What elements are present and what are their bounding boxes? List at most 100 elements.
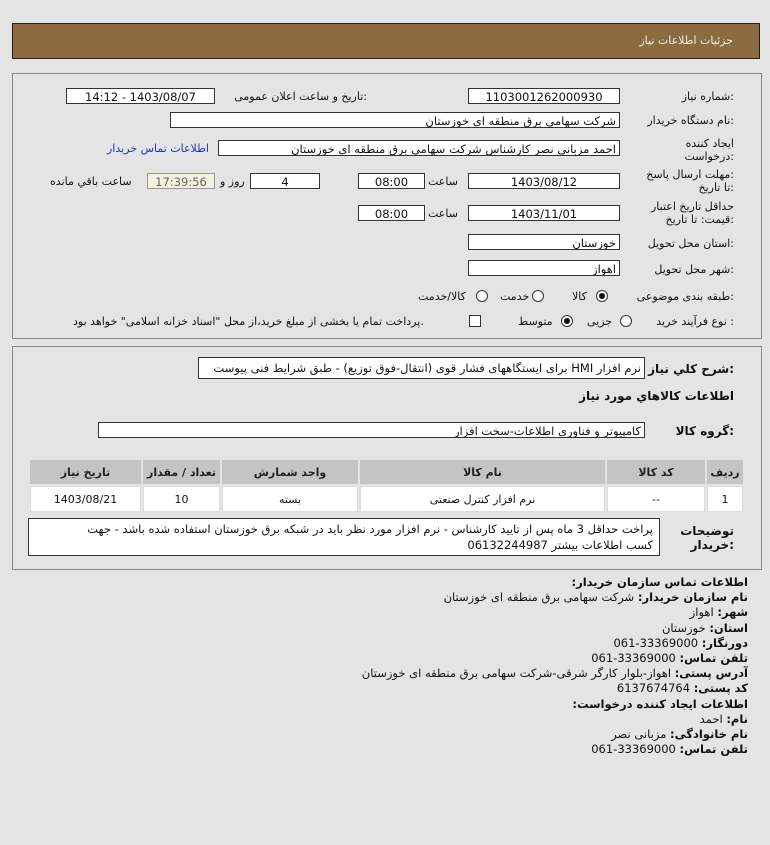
table-header-row: ردیف کد کالا نام کالا واحد شمارش تعداد /… bbox=[30, 460, 743, 484]
need-number-label: شماره نیاز: bbox=[681, 90, 734, 103]
page-header: جزئیات اطلاعات نیاز bbox=[12, 23, 760, 59]
goods-section-title: اطلاعات کالاهاي مورد نیاز bbox=[579, 389, 734, 403]
contact-key: دورنگار: bbox=[701, 635, 748, 650]
col-code: کد کالا bbox=[607, 460, 705, 484]
deadline-time-field: 08:00 bbox=[358, 173, 425, 189]
announce-field: 1403/08/07 - 14:12 bbox=[66, 88, 215, 104]
contact-province: استان: خوزستان bbox=[362, 621, 748, 636]
treasury-payment-label: پرداخت تمام یا بخشی از مبلغ خرید،از محل … bbox=[73, 315, 424, 328]
description-label: شرح کلي نیاز: bbox=[648, 362, 734, 376]
notes-line1: پراخت حداقل 3 ماه پس از تایید کارشناس - … bbox=[87, 522, 653, 536]
deadline-label-line1: مهلت ارسال پاسخ: bbox=[646, 168, 734, 181]
contact-value: مزبانی نصر bbox=[611, 727, 667, 742]
category-option-both: کالا/خدمت bbox=[418, 290, 466, 303]
category-radio-both[interactable] bbox=[476, 290, 488, 302]
col-date: تاریخ نیاز bbox=[30, 460, 141, 484]
cell-quantity: 10 bbox=[143, 486, 220, 512]
contact-key: استان: bbox=[709, 620, 748, 635]
deadline-label: مهلت ارسال پاسخ: تا تاریخ: bbox=[646, 168, 734, 194]
contact-key: آدرس پستی: bbox=[674, 666, 748, 681]
goods-group-label: گروه کالا: bbox=[675, 424, 734, 438]
goods-table: ردیف کد کالا نام کالا واحد شمارش تعداد /… bbox=[28, 458, 745, 514]
buyer-contact-link[interactable]: اطلاعات تماس خریدار bbox=[107, 142, 209, 155]
province-label: استان محل تحویل: bbox=[647, 237, 734, 250]
cell-unit: بسته bbox=[222, 486, 358, 512]
need-number-field: 1103001262000930 bbox=[468, 88, 620, 104]
province-field: خوزستان bbox=[468, 234, 620, 250]
validity-label: حداقل تاریخ اعتبار قیمت: تا تاریخ: bbox=[651, 200, 734, 226]
announce-label: تاریخ و ساعت اعلان عمومی: bbox=[234, 90, 367, 103]
cell-code: -- bbox=[607, 486, 705, 512]
buyer-org-label: نام دستگاه خریدار: bbox=[647, 114, 734, 127]
buyer-org-field: شرکت سهامی برق منطقه ای خوزستان bbox=[170, 112, 620, 128]
notes-label-line1: توضیحات bbox=[680, 524, 734, 538]
cell-name: نرم افزار کنترل صنعتی bbox=[360, 486, 605, 512]
col-row: ردیف bbox=[707, 460, 743, 484]
contact-value: اهواز bbox=[689, 605, 714, 620]
remaining-label: ساعت باقي مانده bbox=[50, 175, 132, 188]
validity-label-line2: قیمت: تا تاریخ: bbox=[665, 213, 734, 226]
creator-last-name: نام خانوادگی: مزبانی نصر bbox=[362, 727, 748, 742]
deadline-date-field: 1403/08/12 bbox=[468, 173, 620, 189]
notes-label-line2: خریدار: bbox=[690, 538, 734, 552]
goods-group-field: کامپیوتر و فناوری اطلاعات-سخت افزار bbox=[98, 422, 645, 438]
category-option-goods: کالا bbox=[572, 290, 587, 303]
city-field: اهواز bbox=[468, 260, 620, 276]
creator-first-name: نام: احمد bbox=[362, 712, 748, 727]
validity-time-field: 08:00 bbox=[358, 205, 425, 221]
contact-key: کد پستی: bbox=[693, 681, 748, 696]
creator-info-title: اطلاعات ایجاد کننده درخواست: bbox=[572, 696, 748, 711]
cell-date: 1403/08/21 bbox=[30, 486, 141, 512]
contact-title: اطلاعات تماس سازمان خریدار: bbox=[571, 575, 748, 589]
contact-postal-code: کد پستی: 6137674764 bbox=[362, 681, 748, 696]
process-option-minor: جزیی bbox=[587, 315, 613, 328]
treasury-payment-checkbox[interactable] bbox=[469, 315, 481, 327]
page-title: جزئیات اطلاعات نیاز bbox=[639, 34, 733, 47]
deadline-label-line2: تا تاریخ: bbox=[698, 181, 734, 194]
days-field: 4 bbox=[250, 173, 320, 189]
city-label: شهر محل تحویل: bbox=[654, 263, 734, 276]
buyer-contact-info: اطلاعات تماس سازمان خریدار: نام سازمان خ… bbox=[362, 575, 748, 757]
notes-line2: کسب اطلاعات بیشتر 06132244987 bbox=[467, 538, 653, 552]
contact-org: نام سازمان خریدار: شرکت سهامی برق منطقه … bbox=[362, 590, 748, 605]
creator-label: ایجاد کننده درخواست: bbox=[685, 137, 735, 163]
contact-value: 6137674764 bbox=[616, 681, 691, 696]
contact-key: نام خانوادگی: bbox=[670, 727, 748, 742]
notes-field: پراخت حداقل 3 ماه پس از تایید کارشناس - … bbox=[28, 518, 660, 556]
contact-value: شرکت سهامی برق منطقه ای خوزستان bbox=[443, 590, 635, 605]
contact-value: 061-33369000 bbox=[591, 651, 676, 666]
contact-key: نام: bbox=[726, 711, 748, 726]
remaining-time-field: 17:39:56 bbox=[147, 173, 215, 189]
category-label: طبقه بندی موضوعی: bbox=[636, 290, 734, 303]
creator-phone: تلفن تماس: 061-33369000 bbox=[362, 742, 748, 757]
contact-value: احمد bbox=[699, 711, 723, 726]
notes-label: توضیحات خریدار: bbox=[680, 524, 734, 552]
validity-label-line1: حداقل تاریخ اعتبار bbox=[650, 200, 734, 213]
process-radio-minor[interactable] bbox=[620, 315, 632, 327]
contact-key: شهر: bbox=[717, 605, 748, 620]
contact-value: 061-33369000 bbox=[613, 635, 699, 650]
validity-date-field: 1403/11/01 bbox=[468, 205, 620, 221]
category-option-service: خدمت bbox=[500, 290, 530, 303]
category-radio-goods[interactable] bbox=[596, 290, 608, 302]
contact-key: تلفن تماس: bbox=[679, 742, 748, 757]
col-unit: واحد شمارش bbox=[222, 460, 358, 484]
creator-label-line1: ایجاد کننده bbox=[685, 137, 734, 150]
process-label: نوع فرآیند خرید : bbox=[656, 315, 734, 328]
process-option-medium: متوسط bbox=[518, 315, 553, 328]
days-label: روز و bbox=[220, 175, 245, 188]
process-radio-medium[interactable] bbox=[561, 315, 573, 327]
cell-row: 1 bbox=[707, 486, 743, 512]
creator-label-line2: درخواست: bbox=[684, 150, 735, 163]
creator-field: احمد مزبانی نصر کارشناس شرکت سهامی برق م… bbox=[218, 140, 620, 156]
description-field: نرم افزار HMI برای ایستگاههای فشار قوی (… bbox=[198, 357, 645, 379]
table-row: 1 -- نرم افزار کنترل صنعتی بسته 10 1403/… bbox=[30, 486, 743, 512]
contact-city: شهر: اهواز bbox=[362, 605, 748, 620]
col-name: نام کالا bbox=[360, 460, 605, 484]
contact-address: آدرس پستی: اهواز-بلوار کارگر شرقی-شرکت س… bbox=[362, 666, 748, 681]
contact-phone: تلفن تماس: 061-33369000 bbox=[362, 651, 748, 666]
contact-key: نام سازمان خریدار: bbox=[637, 590, 748, 605]
category-radio-service[interactable] bbox=[532, 290, 544, 302]
contact-key: تلفن تماس: bbox=[679, 651, 748, 666]
contact-value: 061-33369000 bbox=[591, 742, 676, 757]
